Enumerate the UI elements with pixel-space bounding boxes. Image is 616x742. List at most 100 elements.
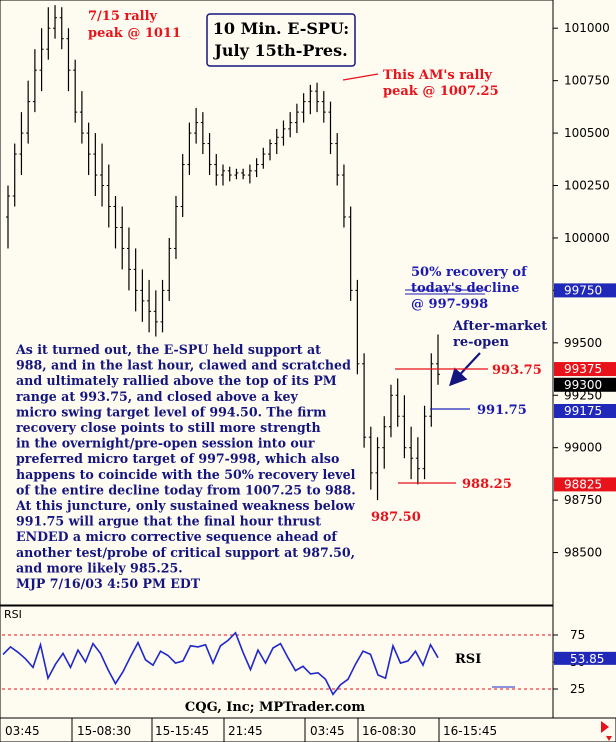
price-bar: [415, 437, 420, 485]
commentary-line: happens to coincide with the 50% recover…: [16, 467, 356, 482]
time-tick-label: 15-15:45: [155, 724, 209, 738]
commentary-line: At this juncture, only sustained weaknes…: [15, 498, 356, 513]
level-98750-label: 987.50: [371, 510, 421, 525]
price-bar: [214, 154, 219, 186]
time-axis: 03:45 15-08:30 15-15:45 21:45 03:45 16-08:30 1…: [5, 718, 497, 742]
price-series: [6, 5, 440, 501]
price-bar: [402, 395, 407, 459]
price-bar: [328, 101, 333, 155]
price-bar: [382, 416, 387, 469]
price-bar: [59, 7, 64, 50]
price-tag-label: 99750: [564, 283, 602, 297]
y-tick-label: 100000: [564, 231, 610, 245]
level-99375-label: 993.75: [492, 363, 542, 378]
time-axis-band: [0, 717, 616, 742]
price-bar: [19, 112, 24, 176]
scroll-down-arrow[interactable]: [606, 736, 612, 741]
commentary-line: micro swing target level of 994.50. The …: [16, 404, 327, 419]
price-bar: [268, 139, 273, 161]
price-bar: [362, 353, 367, 448]
price-tag-label: 99375: [564, 362, 602, 376]
y-tick-label: 98500: [564, 546, 602, 560]
price-bar: [187, 122, 192, 176]
fifty-pct-line1: 50% recovery of: [411, 265, 528, 280]
price-bar: [321, 91, 326, 123]
price-bar: [274, 128, 279, 155]
price-bar: [153, 290, 158, 337]
price-bar: [126, 227, 131, 291]
price-bar: [120, 206, 125, 270]
last-value-tag-label: 99300: [564, 378, 602, 392]
after-market-line1: After-market: [452, 319, 547, 334]
scroll-right-arrow[interactable]: [601, 721, 609, 733]
price-bar: [375, 437, 380, 501]
price-bar: [194, 107, 199, 144]
price-bar: [73, 59, 78, 123]
price-bar: [341, 164, 346, 228]
price-bar: [234, 168, 239, 180]
rsi-tick-label: 75: [570, 628, 585, 642]
rsi-last-value-tag: [554, 651, 616, 665]
commentary-line: preferred micro target of 997-998, which…: [16, 451, 339, 466]
rsi-legend: RSI: [455, 652, 481, 667]
price-tag-label: 99175: [564, 404, 602, 418]
commentary-line: MJP 7/16/03 4:50 PM EDT: [16, 576, 201, 591]
last-value-tag-box: [554, 377, 616, 392]
rsi-line: [2, 631, 439, 696]
after-market-arrow: [448, 352, 481, 387]
price-bar: [66, 28, 71, 92]
y-tick-label: 100250: [564, 179, 610, 193]
rally-1011-line1: 7/15 rally: [88, 9, 158, 24]
price-bar: [46, 7, 51, 60]
chart-subtitle: July 15th-Pres.: [212, 41, 347, 60]
commentary: As it turned out, the E-SPU held support…: [15, 342, 356, 591]
price-bar: [100, 143, 105, 207]
price-bar: [281, 120, 286, 146]
rally-1007-line1: This AM's rally: [383, 68, 492, 83]
price-bar: [32, 49, 37, 113]
commentary-line: another test/probe of critical support a…: [16, 545, 355, 560]
y-tick-label: 99000: [564, 441, 602, 455]
price-bar: [12, 143, 17, 207]
time-tick-label: 21:45: [228, 724, 263, 738]
commentary-line: 991.75 will argue that the final hour th…: [16, 514, 321, 529]
rsi-series: 75502553.85: [2, 628, 616, 696]
y-tick-label: 100750: [564, 74, 610, 88]
price-bar: [221, 164, 225, 186]
time-tick-label: 15-08:30: [77, 724, 131, 738]
price-bar: [348, 206, 353, 301]
price-bar: [86, 122, 91, 176]
rally-1007-pointer: [342, 73, 379, 81]
price-bar: [180, 154, 185, 217]
time-tick-label: 16-15:45: [443, 724, 497, 738]
price-bar: [93, 133, 98, 197]
price-bar: [26, 80, 31, 144]
y-tick-label: 101000: [564, 21, 610, 35]
price-bar: [173, 196, 178, 259]
price-bar: [227, 166, 232, 182]
rally-1007-line2: peak @ 1007.25: [383, 84, 499, 99]
time-tick-label: 16-08:30: [362, 724, 416, 738]
price-bar: [388, 384, 393, 438]
after-market-line2: re-open: [453, 335, 510, 350]
title-box: [206, 13, 356, 67]
price-tags: 99750 99375 99175 98825 99300: [554, 283, 616, 492]
price-bar: [355, 279, 360, 375]
commentary-line: recovery close points to still more stre…: [16, 420, 321, 435]
y-tick-label: 99500: [564, 336, 602, 350]
credit: CQG, Inc; MPTrader.com: [185, 700, 365, 715]
price-bar: [200, 112, 205, 155]
y-tick-label: 98750: [564, 493, 602, 507]
time-tick-label: 03:45: [5, 724, 40, 738]
commentary-line: As it turned out, the E-SPU held support…: [15, 342, 321, 357]
price-bar: [308, 84, 313, 115]
time-tick-label: 03:45: [310, 724, 345, 738]
price-tag-box: [554, 283, 616, 298]
commentary-line: and more likely 985.25.: [16, 560, 183, 575]
price-tag-box: [554, 477, 616, 492]
price-tag-box: [554, 362, 616, 377]
price-bar: [53, 5, 58, 39]
price-bar: [79, 91, 84, 144]
price-bar: [436, 334, 440, 385]
